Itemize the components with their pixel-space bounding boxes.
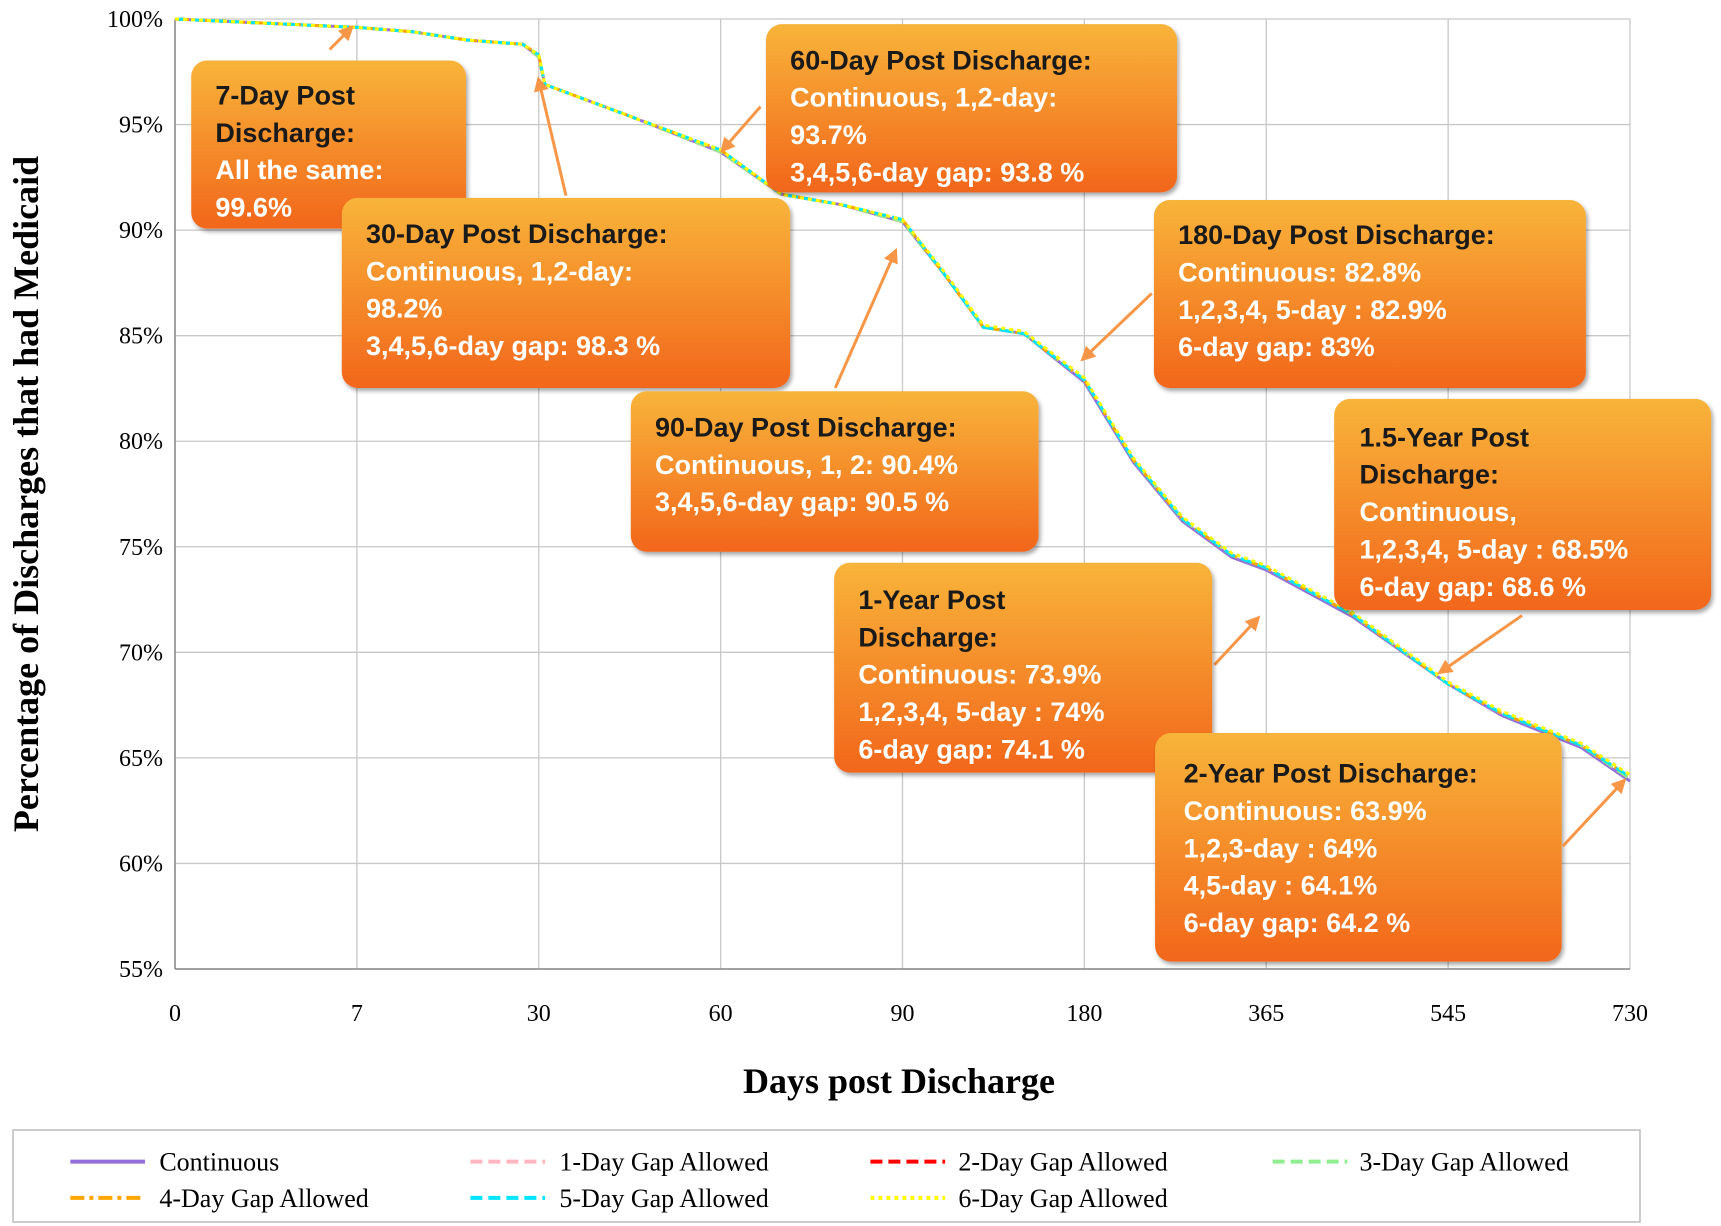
- annotation-text: 6-day gap: 74.1 %: [858, 734, 1085, 764]
- annotation: 30-Day Post Discharge: Continuous, 1,2-da…: [341, 197, 791, 388]
- y-tick-label: 60%: [119, 851, 163, 877]
- x-axis-title: Days post Discharge: [743, 1061, 1055, 1101]
- legend-label: 3-Day Gap Allowed: [1359, 1148, 1568, 1177]
- annotation: 90-Day Post Discharge: Continuous, 1, 2: …: [630, 391, 1039, 552]
- annotation-arrow: [1437, 614, 1523, 675]
- annotation-box: [1155, 733, 1562, 962]
- annotation-text: 3,4,5,6-day gap: 98.3 %: [366, 331, 660, 361]
- x-tick-label: 180: [1066, 1001, 1102, 1027]
- annotation-title: 90-Day Post Discharge:: [655, 412, 957, 442]
- x-tick-label: 0: [169, 1001, 181, 1027]
- legend-box: [12, 1129, 1641, 1223]
- annotation-text: 6-day gap: 83%: [1178, 332, 1375, 362]
- y-tick-label: 100%: [107, 7, 163, 33]
- annotation-box: [1334, 398, 1712, 610]
- x-tick-label: 730: [1612, 1001, 1648, 1027]
- annotation-text: 99.6%: [215, 193, 292, 223]
- x-tick-label: 365: [1248, 1001, 1284, 1027]
- y-tick-label: 75%: [119, 535, 163, 561]
- annotation-arrow: [720, 105, 762, 153]
- x-tick-label: 60: [709, 1001, 733, 1027]
- annotation: 1-Year Post Discharge: Continuous: 73.9% 1,…: [834, 562, 1213, 773]
- annotation-arrow: [533, 76, 568, 196]
- annotation-text: Continuous, 1,2-day:: [790, 83, 1057, 113]
- annotation: 60-Day Post Discharge: Continuous, 1,2-da…: [766, 24, 1178, 193]
- annotation-text: 3,4,5,6-day gap: 90.5 %: [655, 487, 949, 517]
- legend-label: 6-Day Gap Allowed: [958, 1184, 1167, 1213]
- legend-label: 1-Day Gap Allowed: [559, 1148, 768, 1177]
- annotation-title: 180-Day Post Discharge:: [1178, 220, 1495, 250]
- annotation-box: [766, 24, 1178, 193]
- annotation-arrow: [1080, 292, 1153, 362]
- annotation: 1.5-Year Post Discharge: Continuous, 1,2,3,…: [1334, 398, 1712, 610]
- annotation-title: 30-Day Post Discharge:: [366, 219, 668, 249]
- annotation-title: 60-Day Post Discharge:: [790, 45, 1092, 75]
- y-tick-label: 70%: [119, 640, 163, 666]
- annotation-text: 1,2,3-day : 64%: [1184, 833, 1378, 863]
- annotation-text: 1,2,3,4, 5-day : 82.9%: [1178, 295, 1447, 325]
- y-tick-label: 95%: [119, 113, 163, 139]
- annotation-text: Continuous: 82.8%: [1178, 257, 1421, 287]
- annotation-text: Continuous: 63.9%: [1184, 796, 1427, 826]
- annotation-title: 2-Year Post Discharge:: [1184, 759, 1478, 789]
- annotation-box: [834, 562, 1213, 773]
- y-tick-label: 90%: [119, 218, 163, 244]
- y-tick-label: 85%: [119, 324, 163, 350]
- annotation-box: [341, 197, 791, 388]
- annotation-arrow: [1213, 615, 1261, 666]
- y-tick-label: 65%: [119, 746, 163, 772]
- legend-label: 4-Day Gap Allowed: [159, 1184, 368, 1213]
- annotation-arrow: [833, 247, 898, 389]
- annotation-title: 1-Year Post: [858, 585, 1005, 615]
- annotation-arrow: [1561, 778, 1627, 848]
- annotation-text: 4,5-day : 64.1%: [1184, 871, 1378, 901]
- annotation-text: Continuous,: [1359, 497, 1516, 527]
- annotation-text: 6-day gap: 68.6 %: [1359, 572, 1586, 602]
- x-tick-label: 90: [891, 1001, 915, 1027]
- annotation-title: Discharge:: [215, 118, 355, 148]
- annotation-text: Continuous: 73.9%: [858, 660, 1101, 690]
- legend-label: 2-Day Gap Allowed: [958, 1148, 1167, 1177]
- annotation-title: 7-Day Post: [215, 81, 355, 111]
- annotation-title: 1.5-Year Post: [1359, 422, 1529, 452]
- annotation-text: 1,2,3,4, 5-day : 68.5%: [1359, 534, 1628, 564]
- annotation-box: [630, 391, 1039, 552]
- x-tick-label: 30: [527, 1001, 551, 1027]
- legend-label: Continuous: [159, 1148, 279, 1177]
- legend-label: 5-Day Gap Allowed: [559, 1184, 768, 1213]
- annotation-text: 6-day gap: 64.2 %: [1184, 908, 1411, 938]
- x-tick-label: 7: [351, 1001, 363, 1027]
- annotation-title: Discharge:: [1359, 460, 1499, 490]
- annotation-box: [191, 60, 466, 229]
- annotation-text: Continuous, 1,2-day:: [366, 256, 633, 286]
- annotation-text: 3,4,5,6-day gap: 93.8 %: [790, 157, 1084, 187]
- annotation-title: Discharge:: [858, 622, 998, 652]
- annotation-text: 93.7%: [790, 120, 867, 150]
- annotation-text: 1,2,3,4, 5-day : 74%: [858, 697, 1104, 727]
- series-line: [174, 17, 1631, 777]
- y-axis-title: Percentage of Discharges that had Medica…: [6, 156, 46, 832]
- annotation-text: All the same:: [215, 155, 383, 185]
- annotation-arrow: [328, 25, 354, 51]
- annotation: 2-Year Post Discharge: Continuous: 63.9% 1…: [1155, 733, 1562, 962]
- annotation-text: Continuous, 1, 2: 90.4%: [655, 450, 958, 480]
- annotation: 180-Day Post Discharge: Continuous: 82.8%…: [1153, 200, 1586, 388]
- y-tick-label: 80%: [119, 429, 163, 455]
- annotation-box: [1153, 200, 1586, 388]
- annotation-text: 98.2%: [366, 294, 443, 324]
- x-tick-label: 545: [1430, 1001, 1466, 1027]
- y-tick-label: 55%: [119, 957, 163, 983]
- annotation: 7-Day Post Discharge: All the same: 99.6%: [191, 60, 466, 229]
